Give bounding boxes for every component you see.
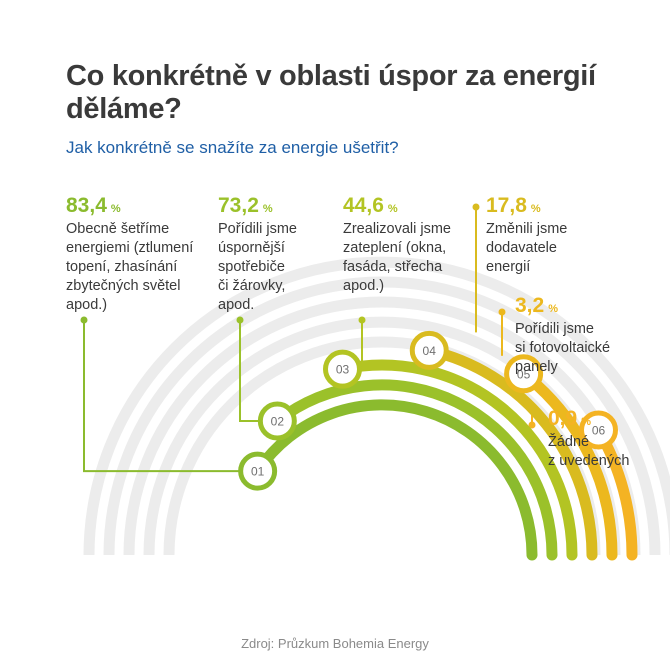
category-label-05: si fotovoltaické xyxy=(515,340,610,356)
badge-05: 05 xyxy=(504,354,544,394)
category-label-05: panely xyxy=(515,359,558,375)
category-label-04: Změnili jsme xyxy=(486,221,567,237)
value-label-04: 17,8% xyxy=(486,194,541,217)
background-ring-4 xyxy=(103,276,661,556)
badge-number-04: 04 xyxy=(423,344,437,358)
chart-question: Jak konkrétně se snažíte za energie ušet… xyxy=(66,138,399,157)
category-label-06: z uvedených xyxy=(548,453,629,469)
connector-dot-06 xyxy=(528,421,536,429)
value-arc-01 xyxy=(252,399,538,561)
badge-circle-04 xyxy=(409,330,449,370)
unit-label-04: % xyxy=(531,203,541,215)
value-arc-02 xyxy=(271,379,558,561)
value-label-02: 73,2% xyxy=(218,194,273,217)
category-label-04: energií xyxy=(486,259,530,275)
category-label-03: zateplení (okna, xyxy=(343,240,446,256)
unit-label-05: % xyxy=(548,303,558,315)
badge-number-03: 03 xyxy=(336,363,350,377)
category-label-02: Pořídili jsme xyxy=(218,221,297,237)
category-label-02: apod. xyxy=(218,297,254,313)
badge-number-05: 05 xyxy=(517,367,531,381)
category-label-01: energiemi (ztlumení xyxy=(66,240,193,256)
number-badges: 01 02 03 04 05 06 xyxy=(238,330,619,491)
badge-02: 02 xyxy=(257,401,297,441)
background-ring-5 xyxy=(83,256,670,556)
connector-02 xyxy=(239,320,260,422)
badge-circle-03 xyxy=(322,349,362,389)
value-arc-05 xyxy=(518,368,618,561)
value-arc-03 xyxy=(337,359,578,561)
page-title: Co konkrétně v oblasti úspor za energií … xyxy=(66,60,596,125)
category-label-01: topení, zhasínání xyxy=(66,259,177,275)
category-label-02: úspornější xyxy=(218,240,285,256)
value-label-05: 3,2% xyxy=(515,294,558,317)
badge-04: 04 xyxy=(409,330,449,370)
value-arcs xyxy=(252,344,638,561)
unit-label-01: % xyxy=(111,203,121,215)
category-label-03: apod.) xyxy=(343,278,384,294)
connector-dot-03 xyxy=(358,316,366,324)
value-label-01: 83,4% xyxy=(66,194,121,217)
badge-circle-06 xyxy=(579,410,619,450)
connector-lines xyxy=(80,203,536,473)
connector-dot-02 xyxy=(236,316,244,324)
unit-label-06: % xyxy=(581,416,591,428)
source-note: Zdroj: Průzkum Bohemia Energy xyxy=(241,636,429,651)
category-label-02: či žárovky, xyxy=(218,278,285,294)
category-label-05: Pořídili jsme xyxy=(515,321,594,337)
badge-circle-01 xyxy=(238,451,278,491)
value-arc-04 xyxy=(423,344,598,561)
category-label-01: Obecně šetříme xyxy=(66,221,169,237)
value-label-03: 44,6% xyxy=(343,194,398,217)
category-label-03: fasáda, střecha xyxy=(343,259,443,275)
connector-dot-05 xyxy=(498,308,506,316)
unit-label-02: % xyxy=(263,203,273,215)
category-label-06: Žádné xyxy=(548,433,589,450)
connector-01 xyxy=(83,320,240,473)
badge-circle-02 xyxy=(257,401,297,441)
connector-dot-04 xyxy=(472,203,480,211)
badge-06: 06 xyxy=(579,410,619,450)
category-label-04: dodavatele xyxy=(486,240,557,256)
connector-dot-01 xyxy=(80,316,88,324)
unit-label-03: % xyxy=(388,203,398,215)
badge-number-06: 06 xyxy=(592,424,606,438)
badge-number-02: 02 xyxy=(271,415,285,429)
badge-number-01: 01 xyxy=(251,465,265,479)
category-label-02: spotřebiče xyxy=(218,259,285,275)
category-label-01: zbytečných světel xyxy=(66,278,180,294)
badge-03: 03 xyxy=(322,349,362,389)
category-label-01: apod.) xyxy=(66,297,107,313)
badge-circle-05 xyxy=(504,354,544,394)
badge-01: 01 xyxy=(238,451,278,491)
category-label-03: Zrealizovali jsme xyxy=(343,221,451,237)
